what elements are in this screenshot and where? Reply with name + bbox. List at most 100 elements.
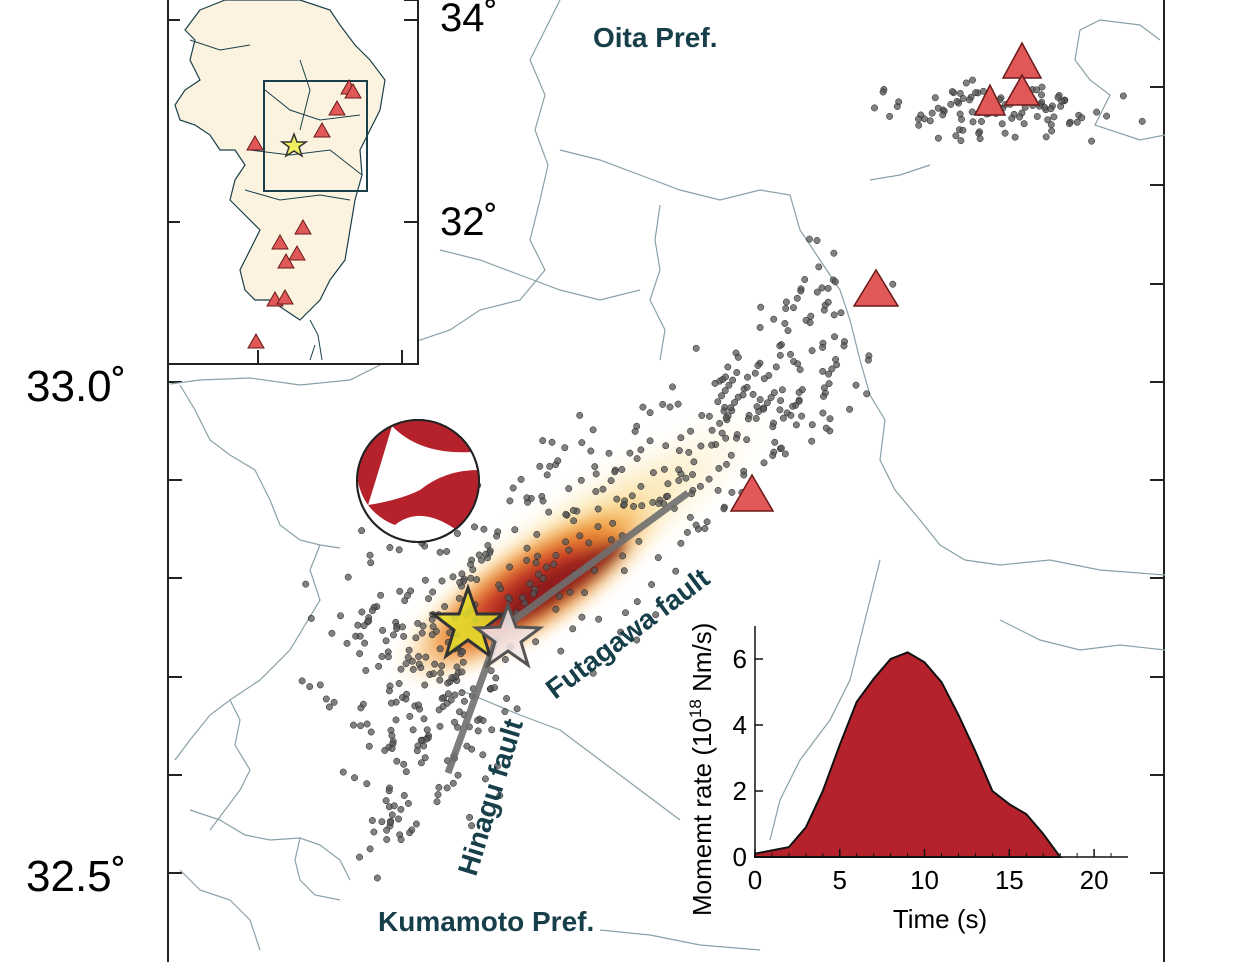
- aftershock-dot: [363, 720, 371, 728]
- aftershock-dot: [501, 708, 509, 716]
- aftershock-dot: [415, 653, 423, 660]
- inset-epicenter-star: [279, 131, 309, 158]
- aftershock-dot: [1088, 137, 1096, 145]
- aftershock-dot: [306, 683, 314, 691]
- stf-y-tick-label: 2: [733, 776, 747, 806]
- aftershock-dot: [357, 704, 365, 712]
- aftershock-dot: [711, 379, 719, 387]
- aftershock-dot: [692, 344, 700, 352]
- aftershock-dot: [358, 527, 366, 535]
- stf-y-axis-label: Momemt rate (1018 Nm/s): [686, 623, 717, 916]
- aftershock-dot: [366, 551, 374, 559]
- aftershock-dot: [751, 369, 759, 377]
- aftershock-dot: [384, 653, 392, 661]
- aftershock-dot: [798, 412, 806, 420]
- aftershock-dot: [613, 495, 621, 503]
- aftershock-dot: [562, 538, 570, 546]
- aftershock-dot: [434, 791, 442, 799]
- boundary-lines: [169, 0, 1166, 951]
- aftershock-dot: [776, 351, 784, 359]
- aftershock-dot: [443, 548, 451, 555]
- inset-latitude-label-34: 34˚: [440, 0, 498, 40]
- aftershock-dot: [618, 466, 626, 473]
- aftershock-dot: [387, 699, 395, 707]
- aftershock-dot: [356, 632, 364, 640]
- aftershock-dot: [417, 736, 425, 744]
- aftershock-dot: [504, 593, 512, 601]
- aftershock-dot: [664, 480, 672, 488]
- aftershock-dot: [543, 563, 551, 571]
- aftershock-dot: [392, 716, 400, 724]
- aftershock-dot: [714, 398, 722, 406]
- aftershock-dot: [397, 836, 405, 844]
- aftershock-dot: [492, 674, 500, 682]
- aftershock-dot: [565, 485, 573, 493]
- source-time-function-chart: 0 5 10 15 20 0 2 4 6 Time (s) Momemt rate (1018…: [686, 623, 1128, 934]
- aftershock-dot: [1033, 113, 1041, 120]
- aftershock-dot: [395, 546, 403, 554]
- aftershock-dot: [501, 656, 509, 663]
- aftershock-dot: [630, 502, 637, 510]
- aftershock-dot: [484, 542, 492, 549]
- aftershock-dot: [475, 551, 483, 559]
- aftershock-dot: [622, 609, 629, 617]
- aftershock-dot: [760, 375, 768, 383]
- aftershock-dot: [482, 550, 490, 558]
- aftershock-dot: [805, 235, 813, 243]
- aftershock-dot: [325, 703, 333, 711]
- volcano-icon: [852, 268, 900, 307]
- aftershock-dot: [822, 424, 830, 432]
- stf-y-tick-label: 4: [733, 710, 747, 740]
- aftershock-dot: [545, 508, 553, 516]
- aftershock-dot: [703, 518, 711, 526]
- aftershock-dot: [436, 722, 444, 730]
- aftershock-dot: [846, 405, 854, 413]
- aftershock-dot: [1050, 113, 1058, 121]
- aftershock-dot: [594, 505, 602, 513]
- aftershock-dot: [705, 412, 713, 420]
- aftershock-dot: [1078, 114, 1086, 122]
- aftershock-dot: [863, 390, 871, 398]
- aftershock-dot: [815, 263, 823, 271]
- aftershock-dot: [794, 360, 802, 368]
- aftershock-dot: [801, 276, 809, 283]
- aftershock-dot: [770, 315, 778, 323]
- aftershock-dot: [406, 829, 414, 837]
- aftershock-dot: [956, 110, 964, 118]
- aftershock-dot: [790, 304, 797, 312]
- aftershock-dot: [449, 779, 457, 787]
- aftershock-dot: [417, 759, 425, 767]
- aftershock-dot: [552, 605, 560, 613]
- aftershock-dot: [425, 595, 432, 603]
- aftershock-dot: [459, 658, 467, 666]
- inset-map: [167, 0, 419, 365]
- aftershock-dot: [1093, 108, 1101, 116]
- aftershock-dot: [770, 389, 778, 397]
- aftershock-dot: [760, 459, 768, 467]
- aftershock-dot: [675, 447, 683, 455]
- aftershock-dot: [1038, 83, 1046, 91]
- latitude-label-32-5: 32.5˚: [26, 852, 127, 901]
- aftershock-dot: [385, 687, 393, 695]
- aftershock-dot: [840, 342, 848, 350]
- aftershock-dot: [365, 742, 373, 750]
- aftershock-dot: [777, 397, 785, 405]
- aftershock-dot: [743, 383, 751, 391]
- aftershock-dot: [412, 634, 420, 642]
- aftershock-dot: [889, 280, 897, 288]
- aftershock-dot: [772, 363, 780, 371]
- aftershock-dot: [532, 559, 540, 567]
- inset-study-area-box: [263, 80, 368, 192]
- aftershock-dot: [447, 696, 455, 704]
- aftershock-dot: [767, 394, 775, 401]
- aftershock-dot: [511, 526, 519, 534]
- aftershock-dot: [953, 97, 961, 105]
- aftershock-dot: [409, 726, 417, 734]
- aftershock-dot: [466, 813, 474, 821]
- aftershock-dot: [592, 488, 600, 495]
- aftershock-dot: [379, 626, 387, 634]
- aftershock-dot: [731, 399, 738, 406]
- aftershock-dot: [852, 381, 860, 389]
- aftershock-dot: [458, 689, 466, 697]
- aftershock-dot: [413, 747, 421, 755]
